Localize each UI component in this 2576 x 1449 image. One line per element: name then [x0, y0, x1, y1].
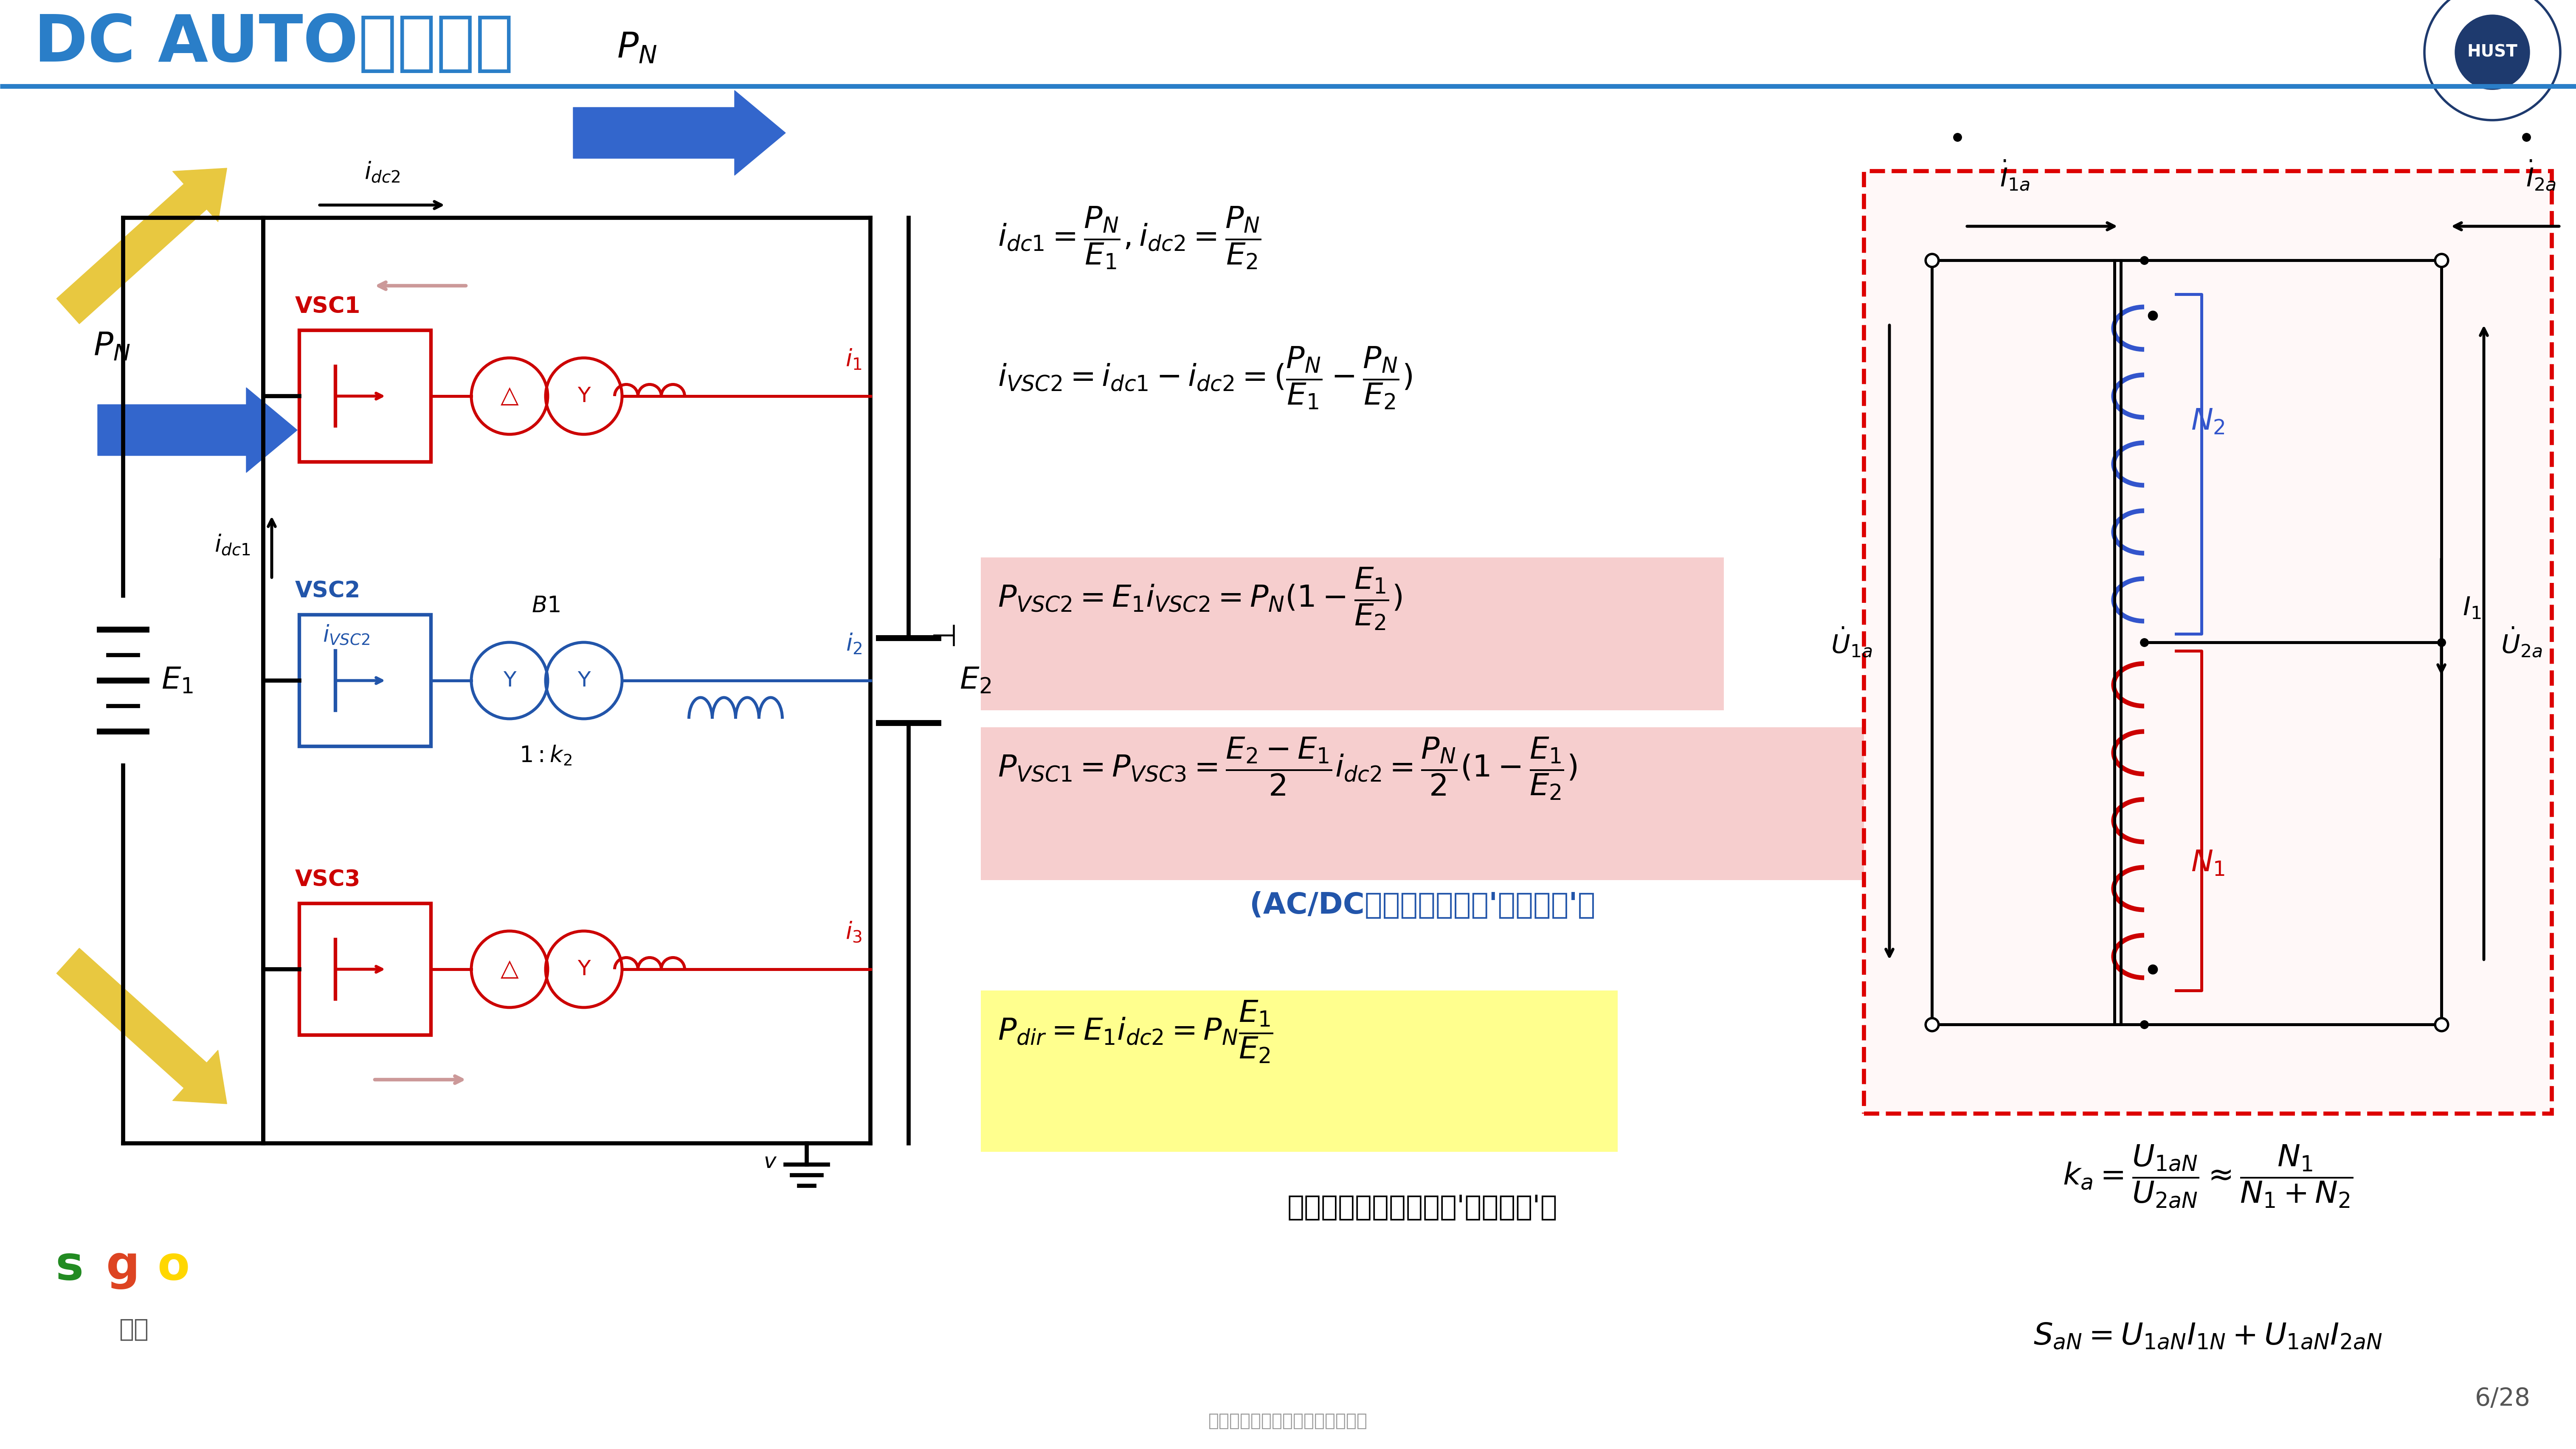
Text: HUST: HUST	[2468, 43, 2517, 61]
Text: $i_1$: $i_1$	[845, 348, 863, 371]
Text: 中国电工技术学会新媒体平台发布: 中国电工技术学会新媒体平台发布	[1208, 1413, 1368, 1430]
Text: VSC2: VSC2	[296, 580, 361, 601]
Text: VSC1: VSC1	[296, 296, 361, 317]
Text: DC AUTO运行原理: DC AUTO运行原理	[33, 12, 513, 75]
Text: $P_{VSC2}=E_1i_{VSC2}=P_N(1-\dfrac{E_1}{E_2})$: $P_{VSC2}=E_1i_{VSC2}=P_N(1-\dfrac{E_1}{…	[997, 567, 1401, 632]
Circle shape	[2455, 14, 2530, 90]
FancyArrow shape	[57, 948, 227, 1104]
Text: $k_a=\dfrac{U_{1aN}}{U_{2aN}}\approx\dfrac{N_1}{N_1+N_2}$: $k_a=\dfrac{U_{1aN}}{U_{2aN}}\approx\dfr…	[2063, 1143, 2352, 1208]
FancyBboxPatch shape	[1865, 171, 2553, 1114]
Text: $\dot{I}_{2a}$: $\dot{I}_{2a}$	[2527, 159, 2555, 193]
Text: s: s	[54, 1243, 82, 1290]
FancyArrow shape	[57, 168, 227, 323]
Text: $i_{dc1}=\dfrac{P_N}{E_1},i_{dc2}=\dfrac{P_N}{E_2}$: $i_{dc1}=\dfrac{P_N}{E_1},i_{dc2}=\dfrac…	[997, 206, 1262, 271]
Text: VSC3: VSC3	[296, 868, 361, 891]
Text: （直接电气传输，类似'传导容量'）: （直接电气传输，类似'传导容量'）	[1288, 1193, 1558, 1222]
Text: Y: Y	[577, 959, 590, 980]
Text: $P_{VSC1}=P_{VSC3}=\dfrac{E_2-E_1}{2}i_{dc2}=\dfrac{P_N}{2}(1-\dfrac{E_1}{E_2})$: $P_{VSC1}=P_{VSC3}=\dfrac{E_2-E_1}{2}i_{…	[997, 736, 1577, 801]
Text: $i_{VSC2}$: $i_{VSC2}$	[322, 623, 371, 646]
Text: $\dashv$: $\dashv$	[925, 623, 956, 652]
Text: $B1$: $B1$	[531, 594, 559, 617]
FancyBboxPatch shape	[981, 558, 1723, 710]
FancyBboxPatch shape	[299, 330, 430, 462]
Text: Y: Y	[502, 671, 515, 691]
Text: $i_3$: $i_3$	[845, 920, 863, 943]
Text: △: △	[500, 958, 518, 981]
Text: $N_2$: $N_2$	[2192, 407, 2226, 436]
Text: $\boldsymbol{P_N}$: $\boldsymbol{P_N}$	[93, 330, 131, 362]
Text: $\dot{U}_{2a}$: $\dot{U}_{2a}$	[2501, 626, 2543, 659]
FancyBboxPatch shape	[299, 614, 430, 746]
Text: $1:k_2$: $1:k_2$	[520, 745, 572, 767]
Text: Y: Y	[577, 671, 590, 691]
FancyBboxPatch shape	[981, 991, 1618, 1152]
Text: g: g	[106, 1243, 139, 1290]
Text: $\dot{U}_{1a}$: $\dot{U}_{1a}$	[1832, 626, 1873, 659]
FancyArrow shape	[574, 90, 786, 175]
Text: Y: Y	[577, 385, 590, 406]
Text: $N_1$: $N_1$	[2192, 849, 2226, 877]
Text: (AC/DC变换传输，类似'电磁容量'）: (AC/DC变换传输，类似'电磁容量'）	[1249, 891, 1595, 920]
Text: $I_1$: $I_1$	[2463, 596, 2481, 622]
Text: △: △	[500, 384, 518, 407]
Text: $S_{aN}=U_{1aN}I_{1N}+U_{1aN}I_{2aN}$: $S_{aN}=U_{1aN}I_{1N}+U_{1aN}I_{2aN}$	[2032, 1321, 2383, 1350]
Text: $P_{dir}=E_1i_{dc2}=P_N\dfrac{E_1}{E_2}$: $P_{dir}=E_1i_{dc2}=P_N\dfrac{E_1}{E_2}$	[997, 998, 1273, 1065]
Text: $\boldsymbol{P_N}$: $\boldsymbol{P_N}$	[616, 30, 657, 65]
FancyBboxPatch shape	[299, 903, 430, 1035]
Text: $i_{VSC2}=i_{dc1}-i_{dc2}=(\dfrac{P_N}{E_1}-\dfrac{P_N}{E_2})$: $i_{VSC2}=i_{dc1}-i_{dc2}=(\dfrac{P_N}{E…	[997, 345, 1412, 410]
Text: $v$: $v$	[762, 1152, 778, 1172]
FancyBboxPatch shape	[981, 727, 1873, 880]
Text: $E_2$: $E_2$	[961, 667, 992, 696]
Text: $i_{dc1}$: $i_{dc1}$	[214, 533, 250, 556]
Text: 6/28: 6/28	[2476, 1387, 2530, 1411]
Text: $\dot{I}_{1a}$: $\dot{I}_{1a}$	[1999, 159, 2030, 193]
Text: $i_{dc2}$: $i_{dc2}$	[363, 161, 399, 184]
Text: $E_1$: $E_1$	[162, 667, 193, 696]
Text: $i_2$: $i_2$	[845, 632, 863, 655]
FancyArrow shape	[98, 388, 296, 472]
Text: 思构: 思构	[118, 1317, 149, 1342]
Text: o: o	[157, 1243, 191, 1290]
